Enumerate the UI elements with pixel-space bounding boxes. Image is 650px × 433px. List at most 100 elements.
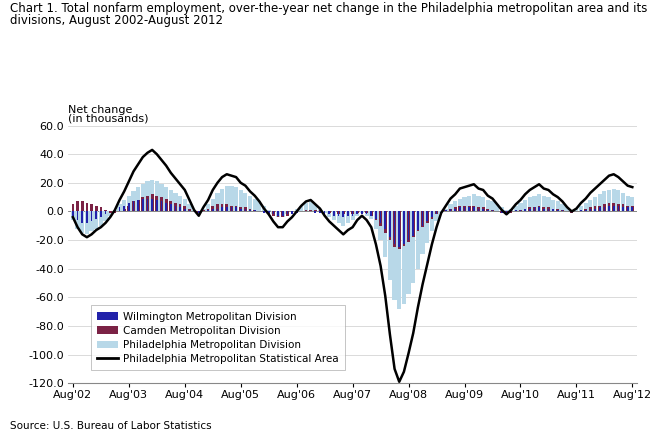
Bar xyxy=(356,211,358,214)
Bar xyxy=(608,203,610,211)
Bar xyxy=(561,210,564,211)
Bar xyxy=(198,211,200,213)
Bar xyxy=(407,211,410,242)
Bar xyxy=(478,209,479,211)
Bar xyxy=(215,193,220,211)
Bar xyxy=(374,211,378,229)
Bar xyxy=(552,209,554,211)
Bar xyxy=(253,199,257,211)
Bar xyxy=(541,196,546,211)
Bar xyxy=(184,209,186,211)
Bar xyxy=(104,210,107,211)
Bar xyxy=(179,207,181,211)
Bar xyxy=(295,211,298,213)
Bar xyxy=(221,204,224,211)
Bar xyxy=(562,210,564,211)
Bar xyxy=(327,211,332,217)
Bar xyxy=(518,203,523,211)
Bar xyxy=(174,203,177,211)
Bar xyxy=(524,209,526,211)
Bar xyxy=(599,207,601,211)
Bar xyxy=(565,207,569,211)
Bar xyxy=(599,206,601,211)
Bar xyxy=(594,209,596,211)
Bar xyxy=(151,199,153,211)
Bar xyxy=(403,211,405,244)
Bar xyxy=(398,211,400,249)
Bar xyxy=(95,206,98,211)
Bar xyxy=(491,210,494,211)
Bar xyxy=(72,211,73,216)
Bar xyxy=(234,187,238,211)
Bar xyxy=(146,181,150,211)
Bar xyxy=(235,206,237,211)
Bar xyxy=(187,204,192,211)
Bar xyxy=(625,196,630,211)
Bar xyxy=(580,210,582,211)
Bar xyxy=(538,207,540,211)
Bar xyxy=(514,206,518,211)
Bar xyxy=(589,207,592,211)
Bar xyxy=(585,210,586,211)
Bar xyxy=(436,211,438,214)
Bar xyxy=(584,209,587,211)
Bar xyxy=(547,197,551,211)
Bar xyxy=(314,210,317,211)
Bar xyxy=(406,211,411,294)
Bar xyxy=(593,197,597,211)
Bar xyxy=(174,193,177,211)
Bar xyxy=(384,211,387,233)
Bar xyxy=(394,211,395,244)
Text: divisions, August 2002-August 2012: divisions, August 2002-August 2012 xyxy=(10,14,223,27)
Bar xyxy=(230,206,233,211)
Bar xyxy=(313,204,317,211)
Bar xyxy=(132,201,135,211)
Bar xyxy=(146,196,149,211)
Bar xyxy=(467,196,471,211)
Bar xyxy=(277,211,280,217)
Bar xyxy=(212,209,214,211)
Bar xyxy=(458,206,462,211)
Bar xyxy=(99,207,102,211)
Bar xyxy=(477,207,480,211)
Bar xyxy=(402,211,406,304)
Bar xyxy=(422,211,423,226)
Bar xyxy=(627,207,629,211)
Bar xyxy=(537,194,541,211)
Bar xyxy=(569,210,574,211)
Bar xyxy=(346,211,350,223)
Bar xyxy=(226,204,228,211)
Legend: Wilmington Metropolitan Division, Camden Metropolitan Division, Philadelphia Met: Wilmington Metropolitan Division, Camden… xyxy=(90,305,344,370)
Bar xyxy=(542,207,545,211)
Bar xyxy=(304,203,308,211)
Bar xyxy=(588,200,593,211)
Bar xyxy=(333,211,335,213)
Bar xyxy=(147,199,148,211)
Bar xyxy=(593,206,597,211)
Bar xyxy=(436,211,437,214)
Text: Chart 1. Total nonfarm employment, over-the-year net change in the Philadelphia : Chart 1. Total nonfarm employment, over-… xyxy=(10,2,647,15)
Bar xyxy=(254,210,256,211)
Bar xyxy=(525,209,526,211)
Bar xyxy=(384,211,386,229)
Bar xyxy=(90,211,94,232)
Bar xyxy=(309,210,312,211)
Bar xyxy=(318,210,321,211)
Bar xyxy=(350,211,355,220)
Bar xyxy=(458,199,462,211)
Bar xyxy=(476,196,480,211)
Bar xyxy=(487,210,489,211)
Bar xyxy=(630,197,634,211)
Bar xyxy=(412,211,414,236)
Bar xyxy=(235,207,237,211)
Bar xyxy=(114,210,116,211)
Bar xyxy=(91,211,92,221)
Bar xyxy=(366,211,367,214)
Bar xyxy=(360,211,364,213)
Bar xyxy=(352,211,354,216)
Bar xyxy=(380,211,382,223)
Bar xyxy=(183,199,187,211)
Bar xyxy=(281,211,285,217)
Bar xyxy=(482,207,484,211)
Bar xyxy=(431,211,433,217)
